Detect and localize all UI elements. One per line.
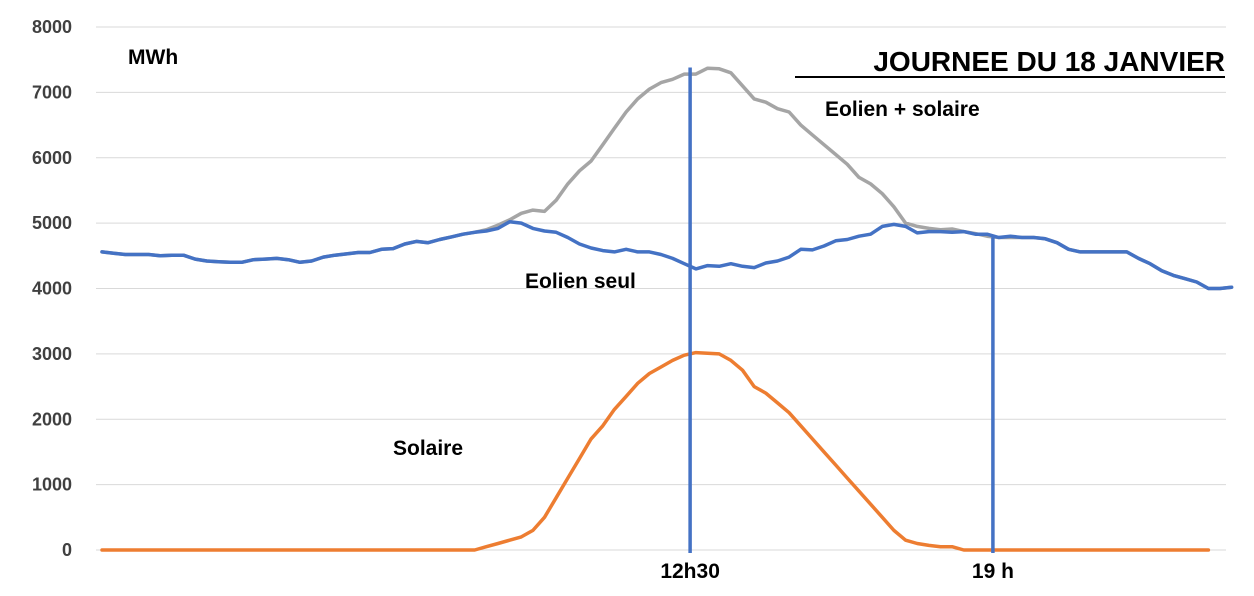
- grid-lines: [96, 26, 1226, 551]
- series-line-1: [100, 220, 1234, 291]
- y-tick-label: 4000: [32, 279, 72, 299]
- y-tick-label: 5000: [32, 213, 72, 233]
- marker-lines: [688, 67, 995, 553]
- y-tick-label: 6000: [32, 148, 72, 168]
- y-tick-labels: 0 1000 2000 3000 4000 5000 6000 7000 8000: [32, 17, 72, 560]
- y-tick-label: 1000: [32, 475, 72, 495]
- y-tick-label: 8000: [32, 17, 72, 37]
- marker-label-12h30: 12h30: [660, 560, 720, 583]
- legend-solaire: Solaire: [393, 437, 463, 460]
- y-tick-label: 2000: [32, 409, 72, 429]
- unit-label: MWh: [128, 46, 178, 69]
- chart-title: JOURNEE DU 18 JANVIER: [873, 46, 1225, 77]
- legend-eolien-seul: Eolien seul: [525, 270, 636, 293]
- series-lines: [100, 66, 1234, 552]
- series-line-2: [100, 350, 1211, 552]
- y-tick-label: 3000: [32, 344, 72, 364]
- marker-label-19h: 19 h: [972, 560, 1014, 583]
- legend-eolien-solaire: Eolien + solaire: [825, 98, 980, 121]
- y-tick-label: 0: [62, 540, 72, 560]
- y-tick-label: 7000: [32, 82, 72, 102]
